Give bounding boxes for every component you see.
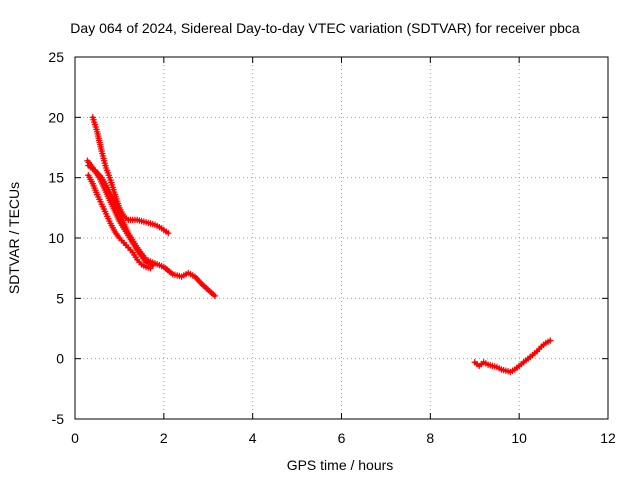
x-axis-label: GPS time / hours [287,457,394,473]
x-tick-label: 12 [600,430,616,446]
data-point [147,264,154,272]
data-point [211,292,219,300]
series-track-e [471,337,554,376]
series-track-d [85,162,219,300]
y-tick-label: 0 [56,351,64,367]
x-tick-label: 10 [511,430,527,446]
chart-title: Day 064 of 2024, Sidereal Day-to-day VTE… [70,20,580,36]
y-tick-label: -5 [52,411,65,427]
y-tick-label: 15 [48,170,64,186]
data-marks [84,114,554,376]
grid [75,57,608,419]
series-trace [473,339,552,374]
data-point [165,229,172,237]
x-tick-label: 6 [338,430,346,446]
y-tick-label: 5 [56,290,64,306]
y-tick-label: 25 [48,49,64,65]
x-tick-label: 8 [426,430,434,446]
axis-ticks: 0 2 4 6 8 10 12 -5 0 5 10 15 20 25 [48,49,616,446]
y-tick-label: 20 [48,109,64,125]
series-track-c [85,172,154,272]
y-axis-label: SDTVAR / TECUs [6,182,22,294]
y-tick-label: 10 [48,230,64,246]
x-tick-label: 2 [160,430,168,446]
data-point [547,337,554,344]
x-tick-label: 0 [71,430,79,446]
x-tick-label: 4 [249,430,257,446]
